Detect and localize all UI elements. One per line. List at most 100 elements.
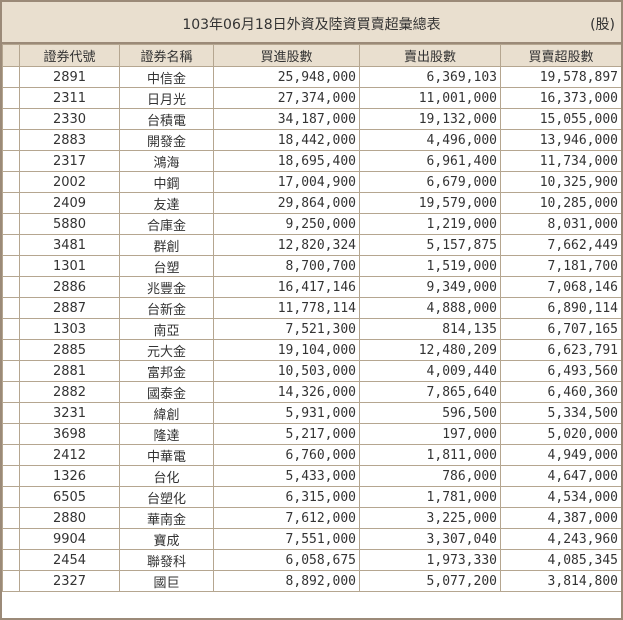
row-blank-cell [2, 465, 20, 487]
stock-name-cell: 開發金 [119, 129, 214, 151]
sell-shares-cell: 814,135 [359, 318, 501, 340]
row-blank-cell [2, 507, 20, 529]
buy-shares-cell: 14,326,000 [213, 381, 360, 403]
stock-name-cell: 台塑 [119, 255, 214, 277]
table-row: 1301 台塑 8,700,700 1,519,000 7,181,700 [2, 255, 621, 277]
stock-code-cell: 2883 [19, 129, 120, 151]
row-blank-cell [2, 381, 20, 403]
stock-code-cell: 1303 [19, 318, 120, 340]
table-header-row: 證券代號 證券名稱 買進股數 賣出股數 買賣超股數 [2, 44, 621, 67]
stock-code-cell: 2891 [19, 66, 120, 88]
net-shares-cell: 7,662,449 [500, 234, 621, 256]
sell-shares-cell: 4,009,440 [359, 360, 501, 382]
stock-name-cell: 中華電 [119, 444, 214, 466]
buy-shares-cell: 9,250,000 [213, 213, 360, 235]
stock-code-cell: 2881 [19, 360, 120, 382]
sell-shares-cell: 4,888,000 [359, 297, 501, 319]
net-shares-cell: 6,707,165 [500, 318, 621, 340]
buy-shares-cell: 7,551,000 [213, 528, 360, 550]
stock-name-cell: 日月光 [119, 87, 214, 109]
table-row: 2311 日月光 27,374,000 11,001,000 16,373,000 [2, 87, 621, 109]
table-row: 2881 富邦金 10,503,000 4,009,440 6,493,560 [2, 360, 621, 382]
header-buy: 買進股數 [213, 44, 360, 67]
header-blank [2, 44, 20, 67]
stock-name-cell: 緯創 [119, 402, 214, 424]
sell-shares-cell: 3,307,040 [359, 528, 501, 550]
header-net: 買賣超股數 [500, 44, 621, 67]
stock-code-cell: 2412 [19, 444, 120, 466]
row-blank-cell [2, 171, 20, 193]
row-blank-cell [2, 444, 20, 466]
stock-name-cell: 台積電 [119, 108, 214, 130]
table-row: 2885 元大金 19,104,000 12,480,209 6,623,791 [2, 339, 621, 361]
sell-shares-cell: 19,132,000 [359, 108, 501, 130]
stock-name-cell: 中信金 [119, 66, 214, 88]
row-blank-cell [2, 66, 20, 88]
net-shares-cell: 5,020,000 [500, 423, 621, 445]
net-shares-cell: 4,647,000 [500, 465, 621, 487]
stock-name-cell: 兆豐金 [119, 276, 214, 298]
net-shares-cell: 8,031,000 [500, 213, 621, 235]
table-row: 2882 國泰金 14,326,000 7,865,640 6,460,360 [2, 381, 621, 403]
sell-shares-cell: 6,679,000 [359, 171, 501, 193]
buy-shares-cell: 16,417,146 [213, 276, 360, 298]
buy-shares-cell: 8,892,000 [213, 570, 360, 592]
table-row: 2327 國巨 8,892,000 5,077,200 3,814,800 [2, 570, 621, 592]
table-row: 2891 中信金 25,948,000 6,369,103 19,578,897 [2, 66, 621, 88]
stock-name-cell: 聯發科 [119, 549, 214, 571]
report-header: 103年06月18日外資及陸資買賣超彙總表 (股) [2, 2, 621, 44]
sell-shares-cell: 1,219,000 [359, 213, 501, 235]
table-row: 3481 群創 12,820,324 5,157,875 7,662,449 [2, 234, 621, 256]
stock-code-cell: 2330 [19, 108, 120, 130]
sell-shares-cell: 9,349,000 [359, 276, 501, 298]
row-blank-cell [2, 570, 20, 592]
buy-shares-cell: 6,315,000 [213, 486, 360, 508]
net-shares-cell: 7,181,700 [500, 255, 621, 277]
sell-shares-cell: 12,480,209 [359, 339, 501, 361]
table-row: 2409 友達 29,864,000 19,579,000 10,285,000 [2, 192, 621, 214]
stock-code-cell: 5880 [19, 213, 120, 235]
sell-shares-cell: 4,496,000 [359, 129, 501, 151]
row-blank-cell [2, 255, 20, 277]
sell-shares-cell: 1,781,000 [359, 486, 501, 508]
unit-label: (股) [590, 17, 615, 33]
sell-shares-cell: 11,001,000 [359, 87, 501, 109]
sell-shares-cell: 596,500 [359, 402, 501, 424]
row-blank-cell [2, 87, 20, 109]
buy-shares-cell: 5,931,000 [213, 402, 360, 424]
stock-name-cell: 隆達 [119, 423, 214, 445]
buy-shares-cell: 6,760,000 [213, 444, 360, 466]
stock-name-cell: 寶成 [119, 528, 214, 550]
buy-shares-cell: 18,442,000 [213, 129, 360, 151]
table-row: 2330 台積電 34,187,000 19,132,000 15,055,000 [2, 108, 621, 130]
stock-code-cell: 2317 [19, 150, 120, 172]
header-name: 證券名稱 [119, 44, 214, 67]
sell-shares-cell: 1,519,000 [359, 255, 501, 277]
buy-shares-cell: 10,503,000 [213, 360, 360, 382]
table-row: 2886 兆豐金 16,417,146 9,349,000 7,068,146 [2, 276, 621, 298]
sell-shares-cell: 6,369,103 [359, 66, 501, 88]
buy-shares-cell: 6,058,675 [213, 549, 360, 571]
row-blank-cell [2, 129, 20, 151]
stock-code-cell: 1326 [19, 465, 120, 487]
buy-shares-cell: 11,778,114 [213, 297, 360, 319]
buy-shares-cell: 29,864,000 [213, 192, 360, 214]
net-buy-sell-table: 證券代號 證券名稱 買進股數 賣出股數 買賣超股數 2891 中信金 25,948,… [2, 44, 621, 592]
header-code: 證券代號 [19, 44, 120, 67]
buy-shares-cell: 19,104,000 [213, 339, 360, 361]
net-shares-cell: 4,243,960 [500, 528, 621, 550]
net-shares-cell: 16,373,000 [500, 87, 621, 109]
stock-name-cell: 合庫金 [119, 213, 214, 235]
row-blank-cell [2, 318, 20, 340]
table-row: 1326 台化 5,433,000 786,000 4,647,000 [2, 465, 621, 487]
row-blank-cell [2, 276, 20, 298]
stock-name-cell: 中鋼 [119, 171, 214, 193]
table-row: 2887 台新金 11,778,114 4,888,000 6,890,114 [2, 297, 621, 319]
stock-code-cell: 2886 [19, 276, 120, 298]
net-shares-cell: 15,055,000 [500, 108, 621, 130]
stock-code-cell: 2409 [19, 192, 120, 214]
table-body: 2891 中信金 25,948,000 6,369,103 19,578,897 2311… [2, 66, 621, 592]
stock-name-cell: 群創 [119, 234, 214, 256]
stock-code-cell: 2880 [19, 507, 120, 529]
